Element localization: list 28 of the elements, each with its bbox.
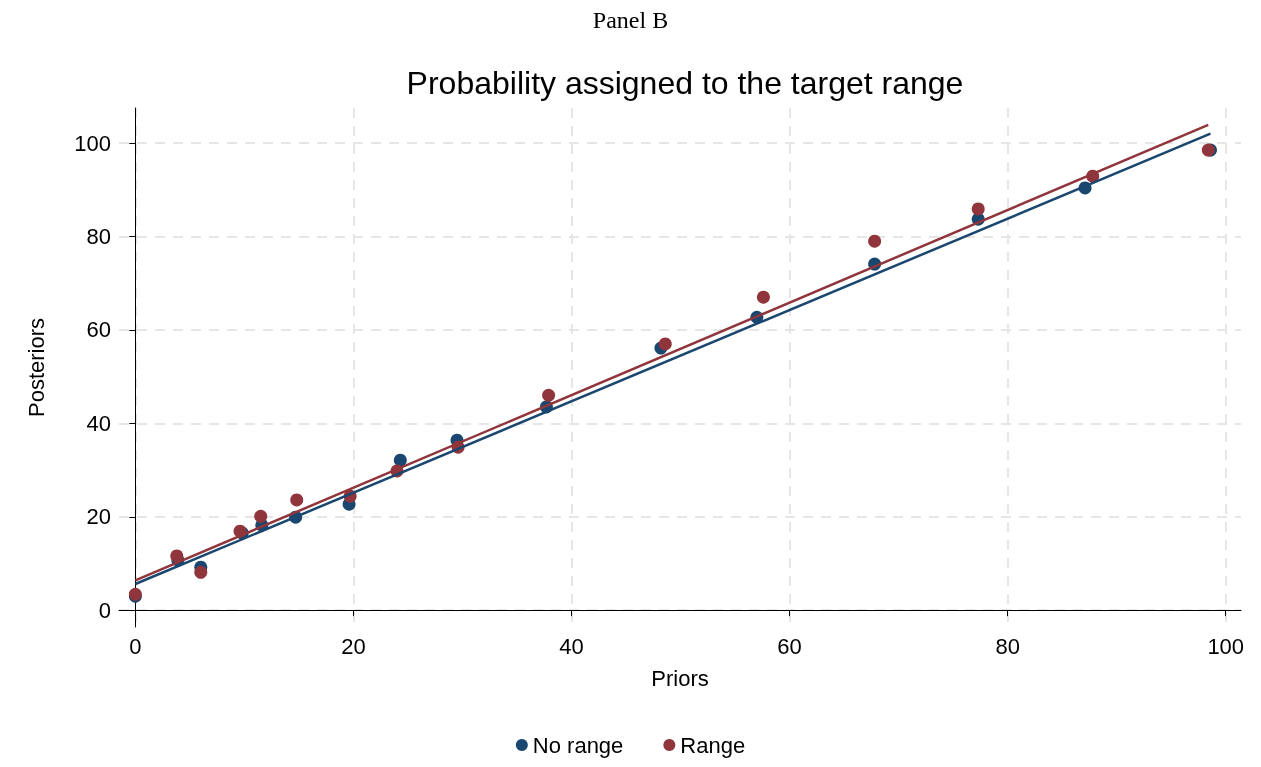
point	[290, 493, 304, 507]
x-tick-label: 0	[129, 633, 142, 659]
point	[393, 453, 407, 467]
point	[542, 388, 556, 402]
legend-label: No range	[532, 732, 624, 758]
point	[868, 234, 882, 248]
legend-label: Range	[680, 732, 746, 758]
point	[756, 290, 770, 304]
x-tick-label: 80	[995, 633, 1020, 659]
x-tick-label: 100	[1207, 633, 1245, 659]
x-axis-title: Priors	[651, 665, 709, 691]
y-tick-label: 20	[86, 504, 111, 530]
x-tick-label: 40	[559, 633, 584, 659]
y-tick-label: 0	[98, 597, 111, 623]
point	[971, 202, 985, 216]
y-tick-label: 40	[86, 410, 111, 436]
point	[254, 509, 268, 523]
y-tick-label: 100	[74, 130, 111, 156]
x-tick-label: 60	[777, 633, 802, 659]
point	[170, 549, 184, 563]
point	[658, 337, 672, 351]
text: Panel B	[592, 7, 669, 33]
x-tick-label: 20	[341, 633, 366, 659]
y-axis-title: Posteriors	[23, 317, 49, 418]
y-tick-label: 80	[86, 223, 111, 249]
y-tick-label: 60	[86, 317, 111, 343]
point	[194, 565, 208, 579]
chart-title: Probability assigned to the target range	[406, 65, 964, 101]
